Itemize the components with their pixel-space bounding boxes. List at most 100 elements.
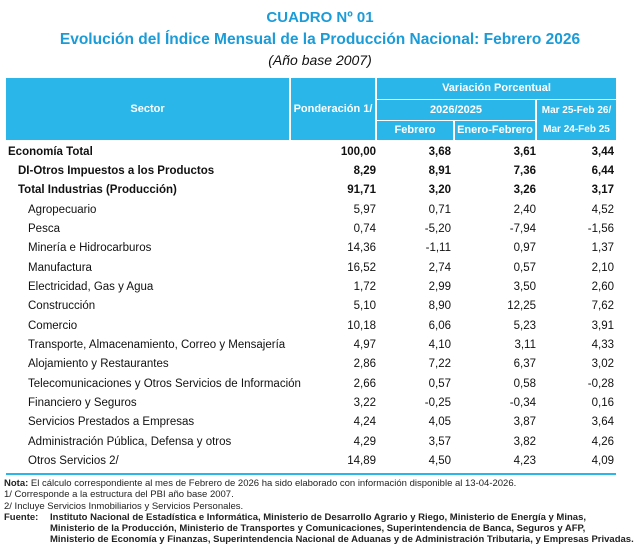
ponderacion-cell: 5,97 [353, 203, 376, 216]
anual-cell: 4,26 [591, 435, 614, 448]
anual-cell: 3,02 [591, 358, 614, 371]
anual-cell: 3,91 [591, 319, 614, 332]
ponderacion-cell: 91,71 [347, 184, 376, 197]
enero-febrero-cell: 3,11 [514, 339, 536, 351]
ponderacion-cell: 8,29 [353, 164, 376, 177]
sector-cell: Telecomunicaciones y Otros Servicios de … [28, 377, 301, 390]
febrero-cell: 0,71 [428, 203, 451, 216]
table-row: Alojamiento y Restaurantes 2,86 7,22 6,37 3,… [6, 355, 616, 374]
anual-cell: 4,09 [591, 455, 614, 468]
febrero-cell: 3,68 [428, 145, 451, 158]
anual-cell: 4,52 [591, 203, 614, 216]
header-enero-febrero: Enero-Febrero [455, 121, 537, 141]
table-row: Economía Total 100,00 3,68 3,61 3,44 [6, 142, 616, 161]
sector-cell: Comercio [28, 319, 78, 332]
ponderacion-cell: 3,22 [353, 397, 376, 410]
sector-cell: Economía Total [8, 145, 93, 158]
enero-febrero-cell: 2,40 [513, 203, 536, 216]
sector-cell: Manufactura [28, 261, 92, 274]
table-number: CUADRO Nº 01 [266, 9, 374, 26]
table-title: Evolución del Índice Mensual de la Produ… [59, 31, 581, 48]
fuente-1: Instituto Nacional de Estadística e Info… [50, 511, 586, 523]
ponderacion-cell: 5,10 [353, 300, 376, 313]
sector-cell: Financiero y Seguros [28, 397, 137, 410]
enero-febrero-cell: 3,61 [513, 145, 536, 158]
fuente-2: Ministerio de la Producción, Ministerio … [50, 523, 586, 535]
anual-cell: 3,64 [591, 416, 614, 429]
enero-febrero-cell: 0,58 [513, 377, 536, 390]
enero-febrero-cell: 0,97 [513, 242, 536, 255]
ponderacion-cell: 14,36 [347, 242, 376, 255]
enero-febrero-cell: 6,37 [513, 358, 536, 371]
fuente-label: Fuente: [4, 511, 39, 523]
anual-cell: 3,17 [591, 184, 614, 197]
table-row: Comercio 10,18 6,06 5,23 3,91 [6, 316, 616, 335]
sector-cell: Total Industrias (Producción) [18, 184, 177, 197]
enero-febrero-cell: 12,25 [507, 300, 536, 313]
header-anual-2: Mar 24-Feb 25 [543, 124, 610, 135]
table-row: Agropecuario 5,97 0,71 2,40 4,52 [6, 200, 616, 219]
ponderacion-cell: 10,18 [347, 319, 376, 332]
anual-cell: 2,60 [591, 280, 614, 293]
anual-cell: 6,44 [591, 164, 614, 177]
febrero-cell: 0,57 [428, 377, 451, 390]
note-1: 1/ Corresponde a la estructura del PBI a… [4, 489, 234, 501]
table-row: Pesca 0,74 -5,20 -7,94 -1,56 [6, 219, 616, 238]
ponderacion-cell: 2,86 [353, 358, 376, 371]
table-subtitle: (Año base 2007) [268, 52, 372, 68]
table-row: Minería e Hidrocarburos 14,36 -1,11 0,97 1,3… [6, 239, 616, 258]
febrero-cell: -1,11 [425, 242, 451, 255]
ponderacion-cell: 0,74 [353, 222, 376, 235]
header-ponderacion: Ponderación 1/ [291, 78, 377, 141]
table-row: Electricidad, Gas y Agua 1,72 2,99 3,50 2,60 [6, 277, 616, 296]
table-row: Manufactura 16,52 2,74 0,57 2,10 [6, 258, 616, 277]
sector-cell: Agropecuario [28, 203, 97, 216]
febrero-cell: 3,20 [428, 184, 451, 197]
anual-cell: 2,10 [591, 261, 614, 274]
ponderacion-cell: 4,97 [353, 339, 376, 351]
anual-cell: -0,28 [587, 377, 614, 390]
sector-cell: Servicios Prestados a Empresas [28, 416, 195, 429]
febrero-cell: 3,57 [428, 435, 451, 448]
nota-label: Nota: [4, 478, 29, 489]
sector-cell: Administración Pública, Defensa y otros [28, 435, 232, 448]
ponderacion-cell: 16,52 [347, 261, 376, 274]
fuente-3: Ministerio de Economía y Finanzas, Super… [50, 534, 634, 546]
febrero-cell: 2,99 [428, 280, 451, 293]
sector-cell: Electricidad, Gas y Agua [28, 280, 154, 293]
ponderacion-cell: 14,89 [347, 455, 376, 468]
enero-febrero-cell: -7,94 [509, 222, 536, 235]
febrero-cell: 4,10 [428, 339, 451, 351]
sector-cell: Pesca [28, 222, 60, 235]
table-row: Construcción 5,10 8,90 12,25 7,62 [6, 297, 616, 316]
header-variacion: Variación Porcentual [377, 78, 616, 100]
table-row: Servicios Prestados a Empresas 4,24 4,05 3,… [6, 413, 616, 432]
enero-febrero-cell: 0,57 [513, 261, 536, 274]
febrero-cell: 6,06 [428, 319, 451, 332]
enero-febrero-cell: -0,34 [509, 397, 536, 410]
enero-febrero-cell: 3,26 [513, 184, 536, 197]
enero-febrero-cell: 3,87 [513, 416, 536, 429]
notes: Nota: El cálculo correspondiente al mes … [4, 478, 634, 546]
nota-text: El cálculo correspondiente al mes de Feb… [28, 478, 517, 489]
anual-cell: 4,33 [591, 339, 614, 351]
sector-cell: Minería e Hidrocarburos [28, 242, 152, 255]
ponderacion-cell: 4,24 [353, 416, 376, 429]
enero-febrero-cell: 3,50 [513, 280, 536, 293]
enero-febrero-cell: 3,82 [513, 435, 536, 448]
anual-cell: 1,37 [591, 242, 614, 255]
febrero-cell: 7,22 [428, 358, 451, 371]
table-row: Total Industrias (Producción) 91,71 3,20 3,… [6, 181, 616, 200]
table-row: DI-Otros Impuestos a los Productos 8,29 8,… [6, 161, 616, 180]
header-anual: Mar 25-Feb 26/ Mar 24-Feb 25 [537, 100, 616, 141]
anual-cell: 0,16 [591, 397, 614, 410]
febrero-cell: -0,25 [424, 397, 451, 410]
febrero-cell: -5,20 [424, 222, 451, 235]
sector-cell: Transporte, Almacenamiento, Correo y Men… [28, 339, 286, 351]
febrero-cell: 8,90 [428, 300, 451, 313]
header-periodo: 2026/2025 [377, 100, 537, 121]
sector-cell: Alojamiento y Restaurantes [28, 358, 169, 371]
febrero-cell: 2,74 [428, 261, 451, 274]
table-row: Financiero y Seguros 3,22 -0,25 -0,34 0,16 [6, 394, 616, 413]
table-row: Administración Pública, Defensa y otros 4… [6, 432, 616, 451]
